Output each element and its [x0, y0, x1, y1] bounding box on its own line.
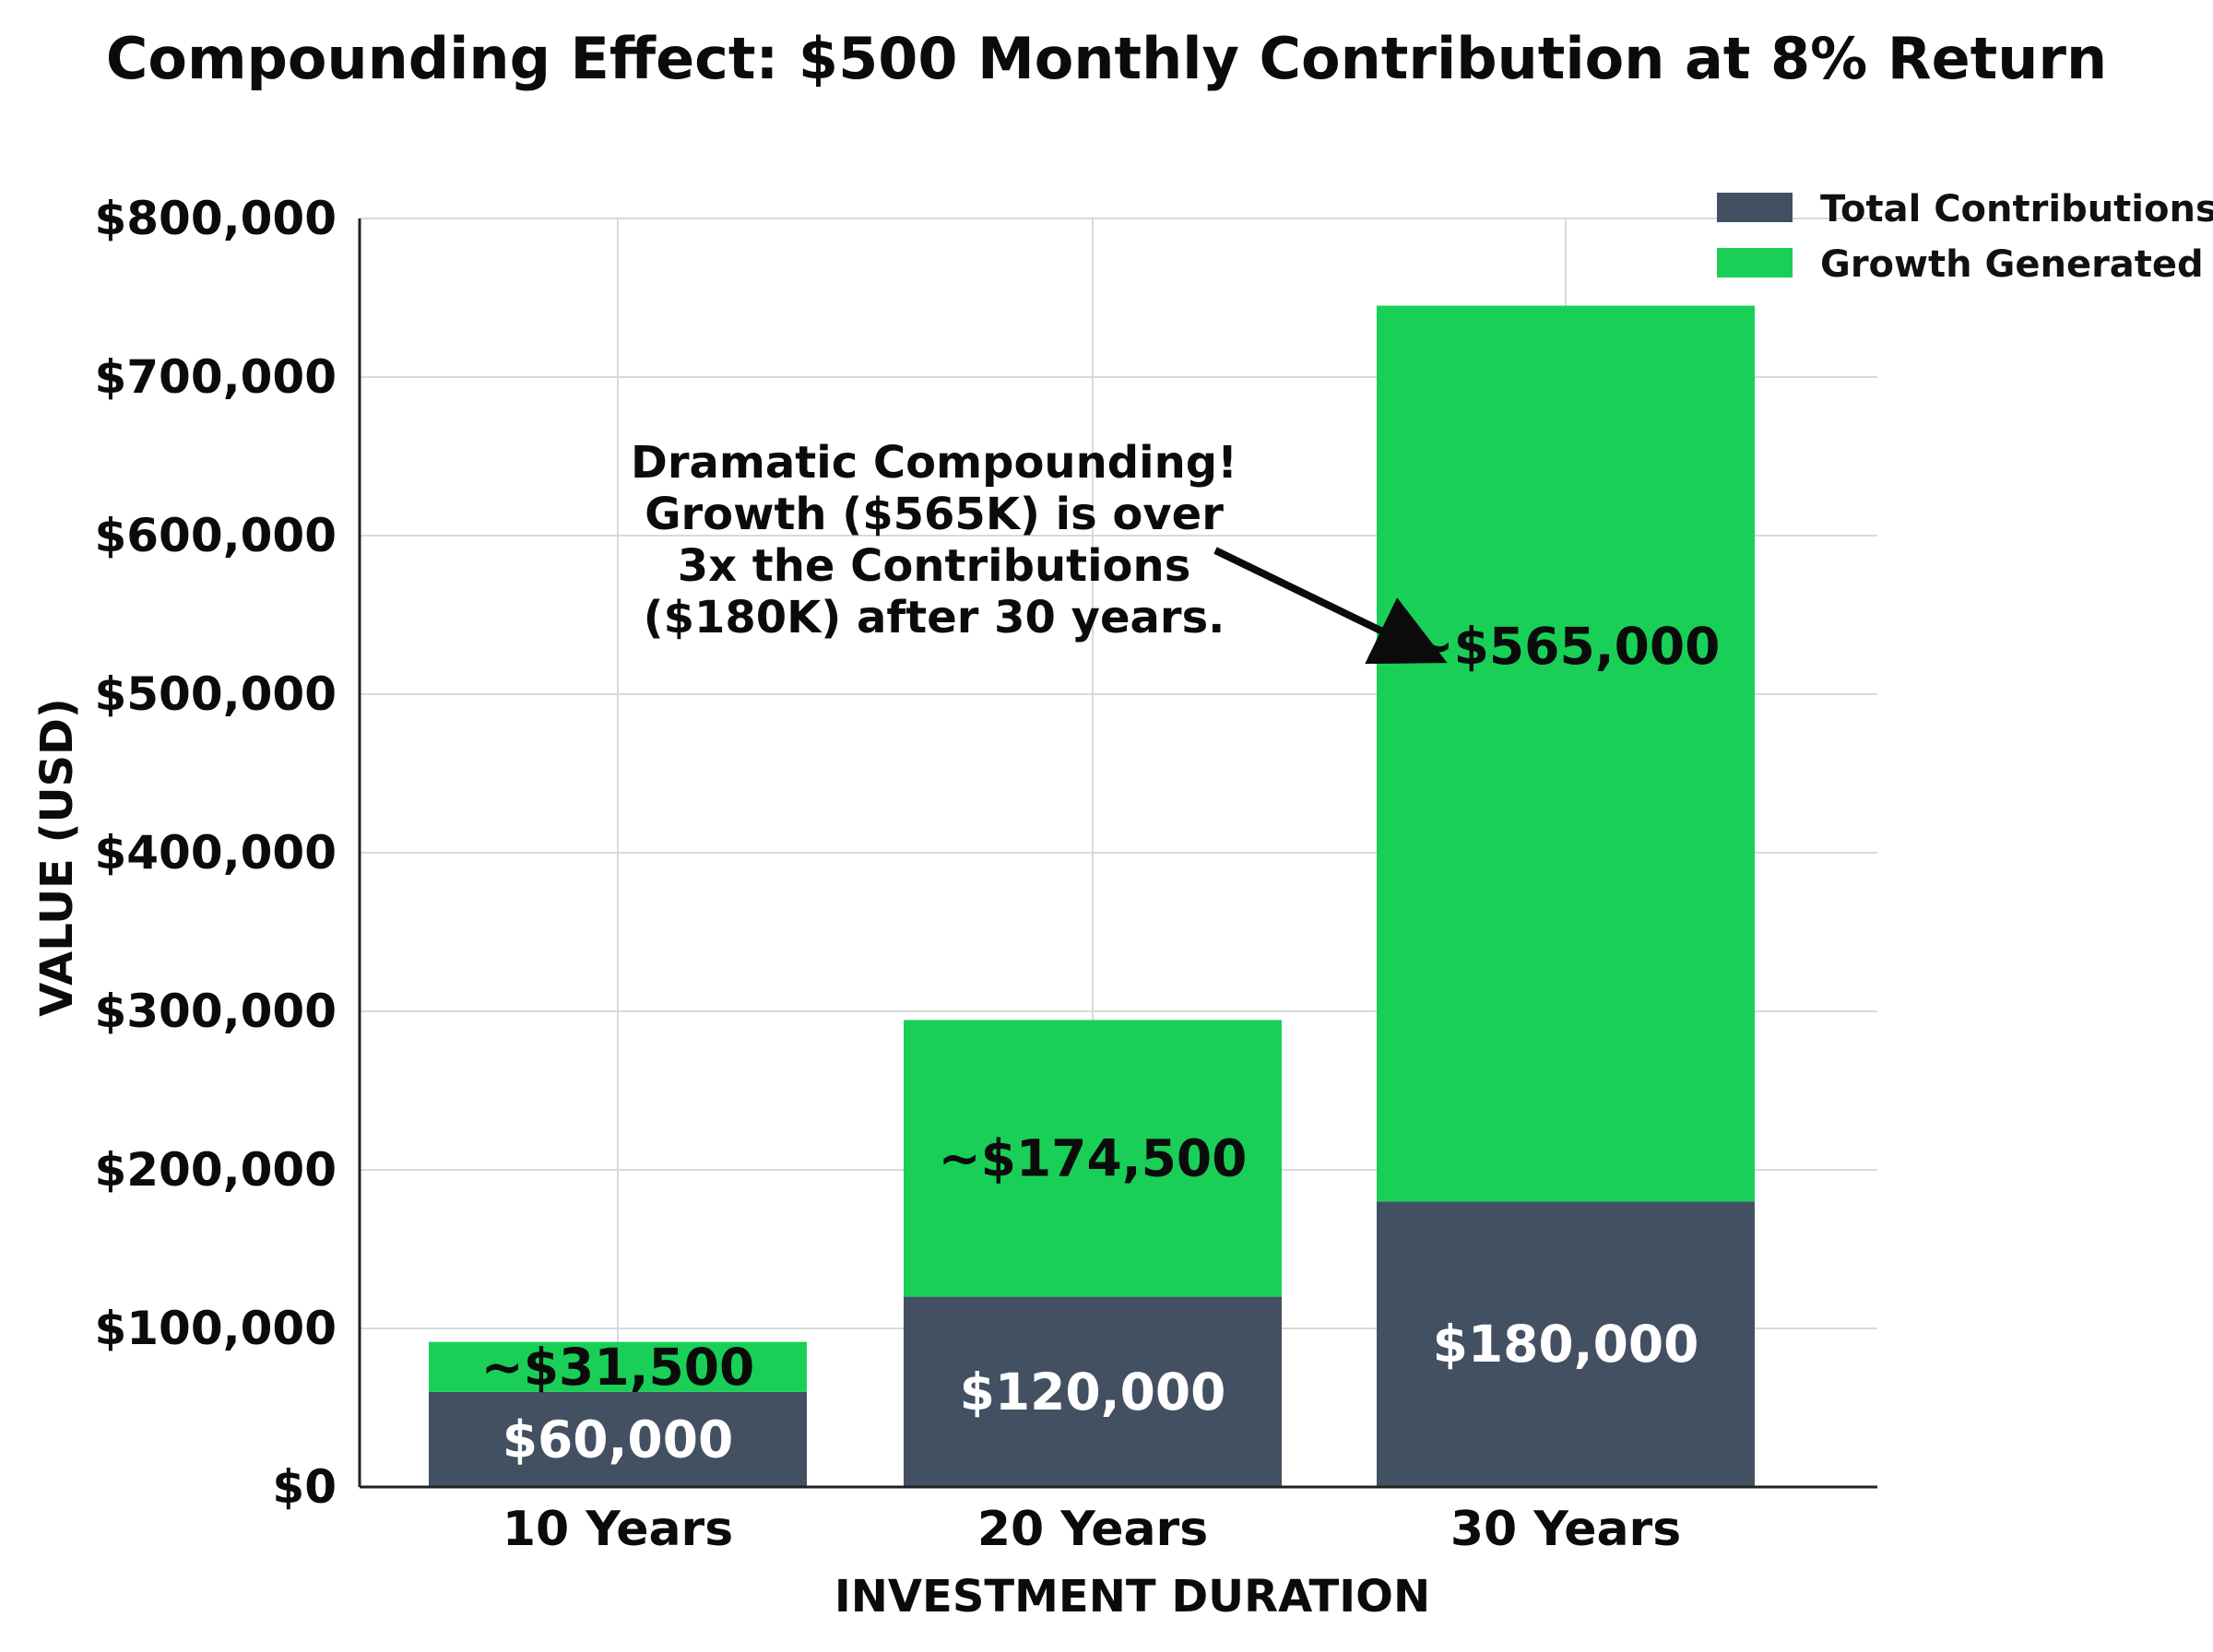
data-label-growth: ~$174,500 — [939, 1129, 1248, 1188]
annotation-line-2: Growth ($565K) is over — [645, 489, 1224, 540]
x-tick-label: 30 Years — [1450, 1502, 1681, 1557]
y-tick-label: $200,000 — [94, 1143, 337, 1197]
axes — [358, 218, 1877, 1489]
legend-swatch-growth-generated — [1717, 248, 1793, 277]
x-axis-title: INVESTMENT DURATION — [834, 1571, 1430, 1622]
data-label-growth: ~$565,000 — [1412, 617, 1721, 676]
y-tick-label: $0 — [272, 1460, 337, 1514]
data-label-growth: ~$31,500 — [481, 1338, 755, 1397]
data-label-contributions: $180,000 — [1433, 1315, 1699, 1374]
legend-label-total-contributions: Total Contributions — [1820, 188, 2213, 230]
y-tick-label: $600,000 — [94, 509, 337, 562]
bar-total-contributions — [429, 1391, 807, 1487]
bar-growth-generated — [429, 1341, 807, 1392]
data-label-contributions: $60,000 — [503, 1410, 734, 1469]
data-label-contributions: $120,000 — [960, 1363, 1226, 1422]
y-axis-ticks: $0 $100,000 $200,000 $300,000 $400,000 $500,0… — [94, 192, 337, 1514]
annotation-arrow — [1213, 547, 1448, 665]
legend: Total Contributions Growth Generated — [1717, 188, 2213, 286]
legend-label-growth-generated: Growth Generated — [1820, 243, 2204, 286]
annotation: Dramatic Compounding! Growth ($565K) is … — [631, 437, 1448, 665]
bar-total-contributions — [1377, 1201, 1755, 1487]
annotation-line-4: ($180K) after 30 years. — [644, 592, 1225, 643]
chart-title: Compounding Effect: $500 Monthly Contrib… — [106, 25, 2107, 92]
y-tick-label: $700,000 — [94, 350, 337, 404]
y-tick-label: $300,000 — [94, 985, 337, 1038]
y-tick-label: $400,000 — [94, 826, 337, 879]
bar-value-labels: $60,000 ~$31,500 $120,000 ~$174,500 $180,000… — [481, 617, 1721, 1469]
bar-growth-generated — [1377, 305, 1755, 1202]
y-axis-title: VALUE (USD) — [31, 698, 83, 1017]
bar-growth-generated — [904, 1020, 1282, 1297]
legend-swatch-total-contributions — [1717, 193, 1793, 222]
x-axis-categories: 10 Years 20 Years 30 Years — [503, 1502, 1681, 1557]
y-tick-label: $100,000 — [94, 1302, 337, 1355]
bars — [429, 305, 1755, 1487]
x-tick-label: 10 Years — [503, 1502, 733, 1557]
annotation-line-3: 3x the Contributions — [678, 540, 1191, 592]
annotation-line-1: Dramatic Compounding! — [631, 437, 1237, 489]
bar-total-contributions — [904, 1296, 1282, 1487]
y-tick-label: $800,000 — [94, 192, 337, 245]
y-tick-label: $500,000 — [94, 667, 337, 721]
x-tick-label: 20 Years — [977, 1502, 1208, 1557]
